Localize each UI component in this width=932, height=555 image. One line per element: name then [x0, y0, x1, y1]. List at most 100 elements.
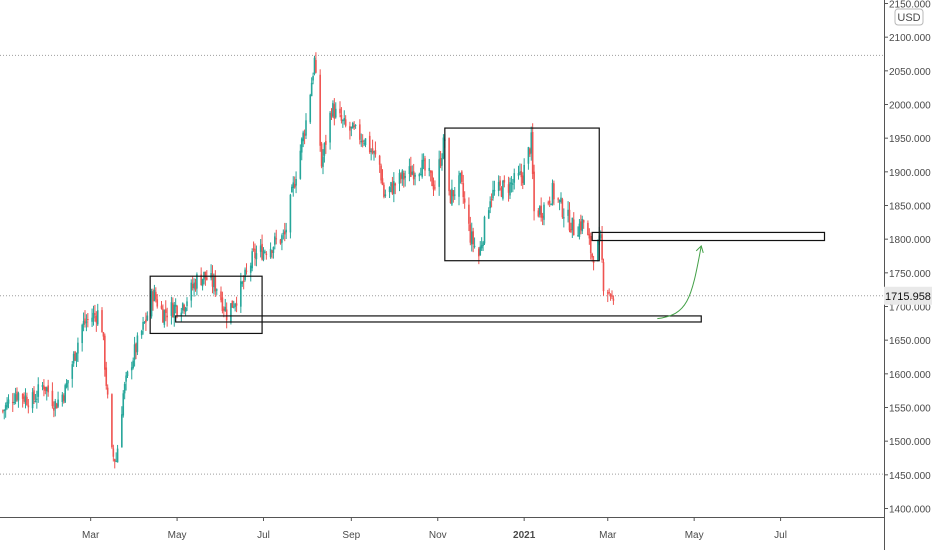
- candle-body: [533, 171, 535, 212]
- candle: [578, 219, 581, 240]
- candle-body: [51, 390, 54, 407]
- price-axis[interactable]: 1400.000 1450.000 1500.000 1550.000 1600.000…: [884, 0, 931, 516]
- candle: [96, 303, 99, 326]
- candle-body: [373, 151, 375, 153]
- candle: [380, 163, 382, 184]
- y-tick-label: 1900.000: [889, 168, 931, 179]
- y-tick-label: 1950.000: [889, 134, 931, 145]
- candle: [235, 296, 238, 313]
- candle-body: [359, 124, 361, 140]
- candle-body: [146, 315, 149, 321]
- consolidation-box-autumn[interactable]: [444, 127, 600, 262]
- candle: [232, 300, 235, 309]
- candle: [458, 170, 460, 206]
- candle: [293, 176, 296, 189]
- candle-body: [483, 216, 486, 244]
- candle-body: [255, 253, 258, 260]
- candle: [479, 241, 482, 256]
- candle-body: [411, 171, 414, 175]
- resistance-zone[interactable]: [591, 231, 826, 242]
- candle-body: [449, 190, 452, 204]
- drawings-layer[interactable]: [149, 127, 826, 335]
- candle: [163, 309, 166, 328]
- candle-body: [384, 194, 387, 197]
- candle: [244, 267, 246, 282]
- candle-body: [123, 384, 126, 394]
- candle-body: [225, 309, 228, 321]
- candle-body: [299, 150, 302, 179]
- candle-body: [201, 278, 204, 287]
- candle-body: [303, 133, 306, 136]
- candle-body: [106, 387, 109, 395]
- currency-badge[interactable]: [894, 8, 924, 26]
- candle: [394, 182, 397, 195]
- candle-body: [87, 319, 89, 321]
- candle-body: [431, 171, 433, 187]
- candle: [489, 196, 491, 214]
- candle-body: [230, 303, 232, 323]
- candle-body: [194, 282, 197, 290]
- time-axis[interactable]: Mar May Jul Sep Nov 2021 Mar May Jul: [82, 517, 787, 541]
- candle-body: [245, 270, 248, 272]
- candle-body: [112, 448, 115, 457]
- candle: [580, 214, 582, 235]
- candle: [72, 351, 75, 367]
- candle: [473, 237, 476, 249]
- candle: [303, 129, 306, 145]
- candle-body: [54, 401, 57, 409]
- candle: [61, 391, 64, 407]
- candle-body: [410, 166, 412, 177]
- candle: [490, 193, 493, 208]
- support-zone[interactable]: [175, 315, 702, 323]
- candle-body: [548, 200, 551, 204]
- candle-body: [193, 282, 195, 289]
- candle-body: [608, 292, 610, 294]
- candle: [295, 171, 297, 194]
- candle: [421, 153, 423, 179]
- candle-body: [609, 294, 612, 297]
- candle-body: [85, 321, 88, 323]
- candle: [507, 176, 510, 202]
- candle-body: [354, 125, 357, 127]
- candle-body: [408, 166, 411, 175]
- candle: [112, 444, 115, 462]
- y-tick-label: 1450.000: [889, 471, 931, 482]
- candle-body: [592, 259, 595, 263]
- candle: [194, 278, 197, 292]
- candle: [351, 121, 354, 129]
- candle: [571, 217, 574, 238]
- candle-body: [567, 209, 569, 216]
- candle: [75, 352, 78, 368]
- candle-body: [156, 299, 159, 307]
- candle-body: [512, 183, 514, 185]
- y-tick-label: 1500.000: [889, 437, 931, 448]
- candle: [16, 387, 18, 402]
- candle-body: [302, 132, 304, 142]
- candle-body: [343, 118, 346, 121]
- candle: [330, 108, 333, 121]
- candle-body: [510, 182, 513, 184]
- candle: [492, 180, 494, 201]
- candle-body: [558, 199, 561, 202]
- projection-arrow[interactable]: [657, 245, 702, 320]
- y-tick-label: 1600.000: [889, 370, 931, 381]
- consolidation-box-spring[interactable]: [149, 275, 263, 335]
- candle: [164, 300, 167, 322]
- candle: [184, 306, 187, 316]
- candle-body: [547, 202, 550, 204]
- candle: [215, 288, 218, 295]
- candle-body: [458, 175, 460, 197]
- candle-body: [577, 235, 579, 237]
- candle: [497, 175, 500, 197]
- candle-body: [313, 57, 316, 74]
- candle: [173, 301, 176, 327]
- candle: [390, 181, 392, 193]
- y-tick-label: 2150.000: [889, 0, 931, 11]
- x-tick-label: Sep: [342, 530, 360, 541]
- candle-body: [499, 180, 501, 186]
- candle: [34, 394, 37, 403]
- candle: [82, 312, 85, 332]
- candle: [291, 184, 293, 193]
